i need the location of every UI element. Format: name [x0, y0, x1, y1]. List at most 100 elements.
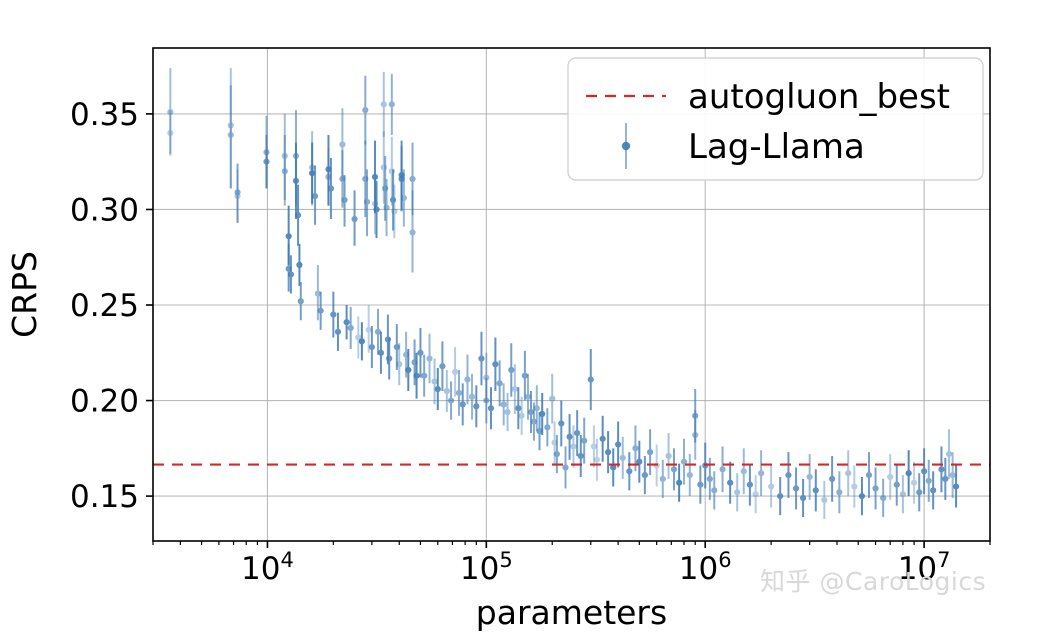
data-point-group — [593, 438, 601, 481]
data-point-group — [697, 465, 704, 504]
data-point-group — [792, 467, 800, 510]
x-tick-label: 106 — [679, 548, 732, 587]
data-point-marker — [439, 363, 446, 370]
data-point-marker — [893, 481, 900, 488]
data-point-group — [343, 305, 350, 340]
data-point-marker — [334, 328, 342, 335]
data-point-group — [626, 452, 633, 491]
data-point-marker — [626, 468, 633, 475]
data-point-marker — [377, 349, 385, 356]
data-point-group — [297, 282, 304, 321]
data-point-group — [610, 448, 617, 487]
data-point-group — [899, 475, 906, 514]
data-point-marker — [942, 475, 949, 482]
data-point-group — [719, 446, 726, 493]
data-point-group — [393, 324, 400, 370]
data-point-group — [504, 392, 511, 432]
data-point-marker — [845, 470, 852, 477]
data-point-marker — [383, 204, 390, 211]
data-point-marker — [676, 479, 683, 486]
data-point-marker — [234, 192, 241, 200]
data-point-marker — [483, 397, 490, 404]
data-point-marker — [680, 458, 688, 465]
data-point-marker — [374, 328, 382, 335]
data-point-marker — [792, 485, 800, 492]
data-point-marker — [393, 343, 400, 351]
data-point-group — [483, 377, 490, 424]
data-point-group — [389, 169, 397, 231]
data-point-marker — [426, 355, 433, 362]
data-point-marker — [553, 450, 560, 458]
x-axis-label: parameters — [476, 593, 667, 632]
data-point-marker — [615, 441, 622, 448]
data-point-group — [734, 473, 741, 512]
data-point-group — [942, 457, 949, 500]
data-point-marker — [413, 372, 420, 379]
data-point-group — [670, 448, 678, 491]
data-point-marker — [492, 361, 499, 368]
data-point-marker — [358, 338, 365, 345]
data-point-marker — [858, 492, 866, 500]
data-point-marker — [925, 477, 932, 484]
data-point-marker — [431, 378, 438, 385]
data-point-marker — [566, 433, 573, 440]
y-tick-label: 0.30 — [70, 192, 139, 228]
data-point-marker — [380, 101, 387, 108]
data-point-group — [785, 452, 792, 499]
data-point-group — [281, 134, 288, 206]
data-point-group — [581, 417, 588, 464]
data-point-group — [636, 440, 643, 483]
data-point-group — [777, 476, 784, 516]
data-point-group — [587, 348, 594, 411]
data-point-marker — [294, 212, 302, 219]
data-point-marker — [593, 456, 601, 463]
data-point-group — [757, 450, 765, 497]
data-point-marker — [686, 471, 693, 479]
data-point-marker — [311, 192, 319, 200]
data-point-group — [562, 446, 569, 489]
data-point-group — [167, 68, 174, 155]
data-point-marker — [692, 431, 699, 439]
data-point-marker — [821, 496, 828, 504]
data-point-marker — [768, 483, 775, 490]
data-point-marker — [887, 473, 894, 481]
x-tick-label: 105 — [460, 548, 513, 587]
data-point-marker — [473, 403, 480, 410]
data-point-group — [536, 412, 543, 451]
data-point-group — [615, 421, 622, 468]
data-point-marker — [558, 420, 565, 427]
data-point-marker — [297, 298, 304, 305]
data-point-group — [417, 327, 424, 378]
data-point-group — [544, 408, 551, 447]
data-point-group — [821, 480, 828, 520]
data-point-group — [680, 438, 688, 485]
data-point-marker — [496, 380, 503, 387]
data-point-marker — [405, 366, 412, 374]
data-point-marker — [719, 466, 726, 473]
data-point-marker — [619, 454, 626, 461]
data-point-group — [426, 333, 433, 384]
data-point-group — [292, 142, 300, 220]
data-point-group — [358, 322, 365, 361]
data-point-marker — [530, 418, 538, 425]
data-point-marker — [317, 307, 324, 314]
data-point-group — [388, 73, 395, 135]
data-point-marker — [341, 196, 348, 204]
data-point-group — [363, 169, 371, 237]
x-tick-label: 107 — [898, 548, 951, 587]
data-point-marker — [285, 233, 292, 240]
data-point-marker — [880, 494, 887, 502]
data-point-marker — [263, 158, 270, 165]
data-point-group — [296, 243, 303, 286]
data-point-group — [459, 383, 466, 426]
data-point-marker — [388, 101, 395, 108]
data-point-group — [434, 368, 441, 411]
data-point-marker — [757, 470, 765, 477]
data-point-group — [327, 157, 335, 220]
data-point-marker — [599, 435, 606, 442]
data-point-marker — [659, 475, 666, 482]
data-point-marker — [905, 470, 912, 477]
data-point-marker — [524, 393, 532, 400]
data-point-group — [910, 461, 918, 504]
